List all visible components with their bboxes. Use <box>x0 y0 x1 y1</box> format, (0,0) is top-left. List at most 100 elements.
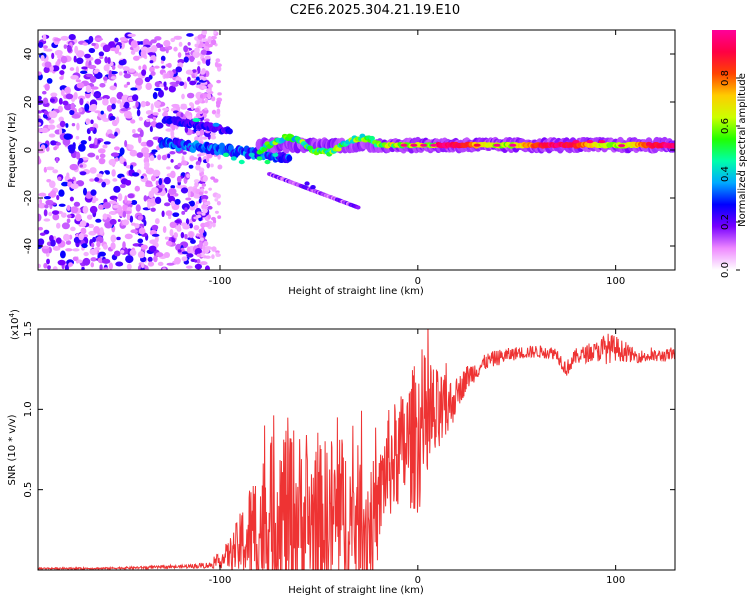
heatmap-blob <box>51 52 55 60</box>
heatmap-blob <box>129 149 138 157</box>
heatmap-blob <box>73 236 80 244</box>
heatmap-blob <box>110 234 117 243</box>
heatmap-blob <box>310 185 316 190</box>
heatmap-blob <box>202 176 207 183</box>
heatmap-blob <box>48 119 55 124</box>
heatmap-blob <box>44 83 50 91</box>
heatmap-blob <box>217 215 222 219</box>
heatmap-blob <box>126 81 131 86</box>
heatmap-blob <box>44 48 53 52</box>
heatmap-blob <box>170 37 176 43</box>
heatmap-blob <box>170 185 176 189</box>
heatmap-blob <box>184 233 188 240</box>
heatmap-blob <box>89 167 97 174</box>
snr-xtick-label: -100 <box>209 575 232 586</box>
heatmap-blob <box>88 143 95 149</box>
heatmap-blob <box>163 81 167 88</box>
heatmap-blob <box>123 73 132 79</box>
heatmap-blob <box>129 164 134 170</box>
heatmap-blob <box>99 227 104 236</box>
heatmap-blob <box>286 154 293 162</box>
heatmap-blob <box>38 156 41 164</box>
heatmap-blob <box>126 115 133 119</box>
heatmap-blob <box>145 118 151 123</box>
heatmap-blob <box>148 190 155 199</box>
heatmap-blob <box>196 65 201 74</box>
heatmap-blob <box>171 124 176 131</box>
snr-ytick-label: 1.0 <box>23 401 34 417</box>
heatmap-blob <box>153 255 158 263</box>
heatmap-blob <box>46 78 53 84</box>
heatmap-blob <box>169 221 177 229</box>
heatmap-blob <box>91 42 96 46</box>
heatmap-blob <box>189 55 195 63</box>
heatmap-blob <box>125 179 132 186</box>
heatmap-blob <box>178 81 185 86</box>
heatmap-blob <box>43 110 49 115</box>
heatmap-blob <box>161 65 166 69</box>
heatmap-blob <box>137 238 144 244</box>
heatmap-blob <box>95 155 100 160</box>
heatmap-blob <box>67 144 76 152</box>
heatmap-blob <box>586 140 594 144</box>
heatmap-blob <box>110 242 116 250</box>
heatmap-blob <box>194 263 203 270</box>
heatmap-blob <box>75 79 82 83</box>
heatmap-blob <box>148 245 157 252</box>
heatmap-blob <box>105 170 110 175</box>
heatmap-blob <box>140 175 144 179</box>
heatmap-blob <box>493 143 501 147</box>
heatmap-blob <box>39 232 46 236</box>
heatmap-blob <box>81 243 88 249</box>
heatmap-blob <box>83 251 89 257</box>
heatmap-blob <box>211 216 216 221</box>
heatmap-blob <box>180 112 184 118</box>
heatmap-blob <box>207 92 211 98</box>
heatmap-blob <box>196 39 200 45</box>
heatmap-blob <box>197 61 201 66</box>
heatmap-blob <box>124 233 133 240</box>
heatmap-blob <box>150 39 157 44</box>
heatmap-blob <box>199 94 204 99</box>
heatmap-blob <box>198 198 202 204</box>
heatmap-blob <box>204 265 210 270</box>
heatmap-blob <box>159 46 167 52</box>
heatmap-blob <box>103 64 110 72</box>
heatmap-blob <box>190 239 196 244</box>
heatmap-blob <box>56 194 60 201</box>
snr-ytick-label: 1.5 <box>23 321 34 337</box>
heatmap-blob <box>100 110 104 115</box>
heatmap-blob <box>113 146 120 151</box>
heatmap-blob <box>147 115 155 119</box>
heatmap-blob <box>400 143 408 147</box>
heatmap-blob <box>210 163 214 168</box>
heatmap-blob <box>211 246 217 252</box>
heatmap-blob <box>135 204 141 212</box>
heatmap-blob <box>196 258 201 264</box>
heatmap-blob <box>129 215 134 223</box>
heatmap-blob <box>104 56 109 64</box>
heatmap-blob <box>103 76 108 81</box>
heatmap-blob <box>261 146 268 152</box>
heatmap-blob <box>147 201 151 209</box>
heatmap-blob <box>86 214 93 220</box>
heatmap-blob <box>167 62 172 68</box>
heatmap-blob <box>125 255 134 264</box>
heatmap-blob <box>173 35 183 40</box>
heatmap-blob <box>135 100 139 108</box>
heatmap-blob <box>80 140 87 145</box>
heatmap-blob <box>63 44 68 49</box>
heatmap-blob <box>194 136 199 142</box>
heatmap-blob <box>138 227 146 235</box>
heatmap-blob <box>195 201 200 205</box>
heatmap-blob <box>102 144 108 149</box>
heatmap-blob <box>150 71 156 76</box>
heatmap-blob <box>185 265 193 269</box>
heatmap-blob <box>214 198 219 202</box>
heatmap-blob <box>50 92 58 97</box>
heatmap-blob <box>671 143 675 149</box>
heatmap-blob <box>154 87 162 92</box>
heatmap-blob <box>138 116 143 121</box>
heatmap-blob <box>38 110 43 114</box>
heatmap-blob <box>143 219 147 227</box>
